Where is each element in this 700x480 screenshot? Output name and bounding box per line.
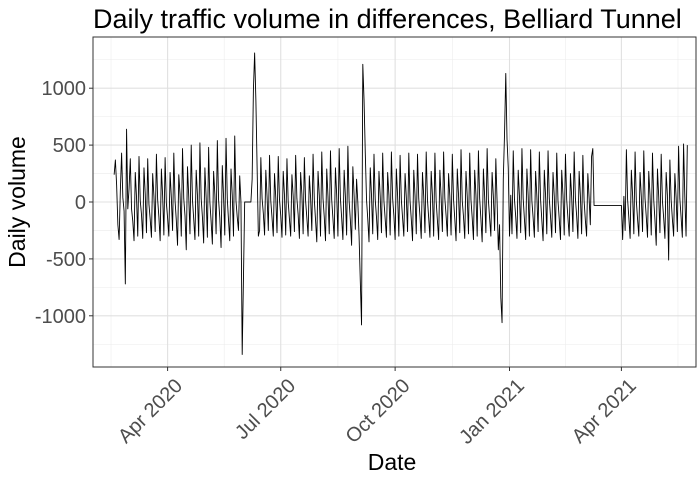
- x-tick-label: Jul 2020: [231, 375, 300, 444]
- series-line-0: [113, 52, 688, 355]
- y-tick-label: 500: [53, 135, 86, 157]
- x-tick-label: Apr 2020: [114, 375, 187, 448]
- y-tick-label: 0: [75, 192, 86, 214]
- x-tick-label: Apr 2021: [568, 375, 641, 448]
- x-axis: Apr 2020 Jul 2020 Oct 2020 Jan 2021 Apr 2021: [114, 367, 641, 449]
- series-layer: [113, 52, 688, 355]
- y-axis-title: Daily volume: [4, 136, 30, 268]
- grid: [93, 37, 696, 367]
- y-tick-label: 1000: [42, 78, 87, 100]
- y-tick-label: -500: [46, 249, 86, 271]
- y-axis: 1000 500 0 -500 -1000: [35, 78, 93, 328]
- x-axis-title: Date: [368, 449, 417, 475]
- x-tick-label: Jan 2021: [455, 375, 529, 449]
- y-tick-label: -1000: [35, 306, 86, 328]
- chart-title: Daily traffic volume in differences, Bel…: [93, 4, 682, 34]
- x-tick-label: Oct 2020: [342, 375, 415, 448]
